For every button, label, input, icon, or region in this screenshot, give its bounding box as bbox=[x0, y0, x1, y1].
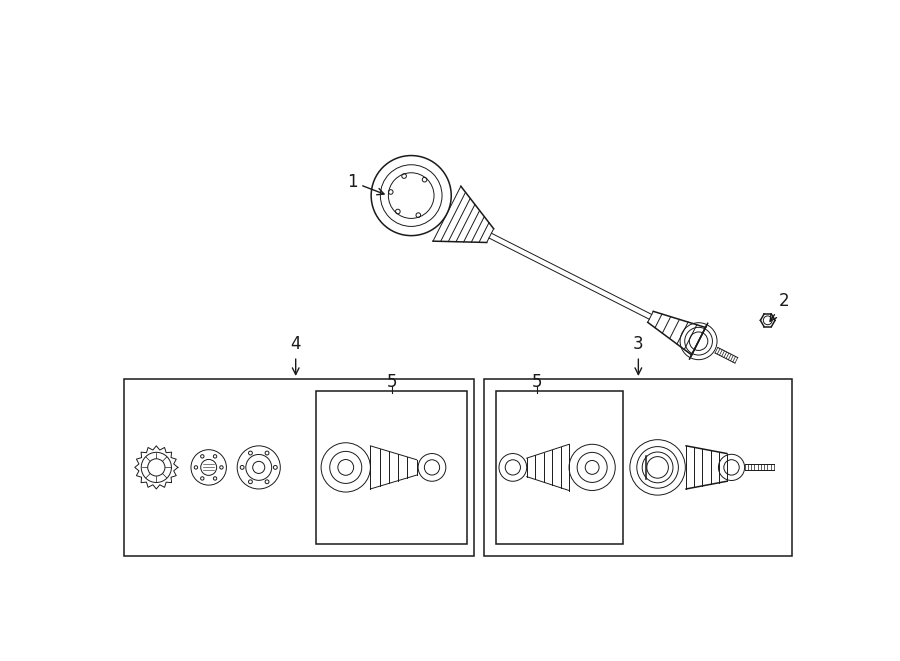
Text: 1: 1 bbox=[346, 173, 384, 195]
Circle shape bbox=[371, 155, 451, 235]
Text: 3: 3 bbox=[633, 335, 643, 375]
Bar bbox=[124, 379, 474, 556]
Text: 2: 2 bbox=[770, 292, 789, 321]
Bar bbox=[317, 391, 466, 543]
Bar bbox=[484, 379, 792, 556]
Text: 4: 4 bbox=[291, 335, 301, 375]
Text: 5: 5 bbox=[532, 373, 542, 391]
Text: 5: 5 bbox=[387, 373, 397, 391]
Bar bbox=[496, 391, 623, 543]
